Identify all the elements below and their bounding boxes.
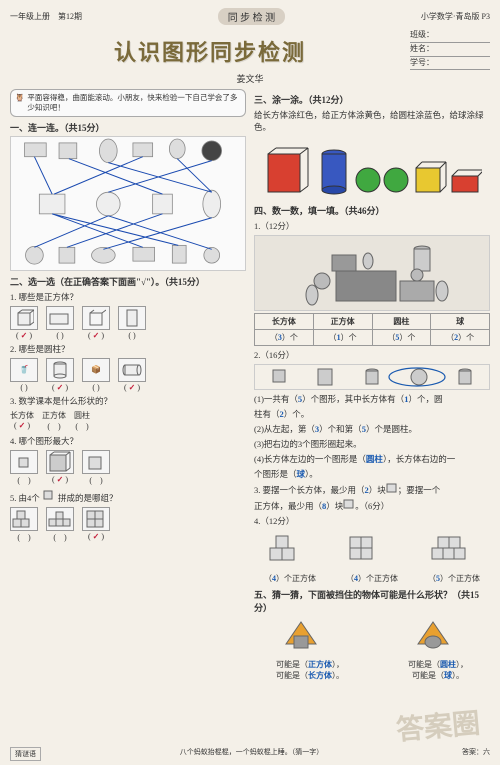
left-column: 🦉 平面容得稳，曲面能滚动。小朋友，快来检验一下自己学会了多少知识吧！ 一、连一…	[10, 89, 246, 681]
riddle-label: 猜谜语	[10, 747, 41, 761]
name-line: 姓名：	[410, 43, 490, 57]
top-left: 一年级上册 第12期	[10, 11, 82, 22]
q5: 5. 由4个 拼成的是哪组？	[10, 489, 246, 504]
color-shapes	[254, 136, 490, 200]
riddle-answer: 答案：六	[462, 747, 490, 761]
p4-title: 4.（12分）	[254, 515, 490, 527]
q2-a2: ✓	[57, 383, 64, 392]
watermark: 答案圈	[394, 701, 481, 748]
q3: 3. 数学课本是什么形状的？	[10, 395, 246, 407]
q4-opts: ( ) ( ✓ ) ( )	[10, 450, 246, 486]
top-right: 小学数学·青岛版 P3	[421, 11, 490, 22]
owl-icon: 🦉	[15, 93, 24, 113]
q1-a3: ✓	[93, 331, 100, 340]
cube-icon	[82, 306, 110, 330]
cylinder-icon	[46, 358, 74, 382]
page-title: 认识图形同步检测	[10, 35, 410, 67]
sec2-title: 二、选一选（在正确答案下面画"√"）。（共15分）	[10, 275, 246, 288]
castle-diagram	[254, 235, 490, 311]
p1-title: 1.（12分）	[254, 220, 490, 232]
cube-l-icon	[46, 450, 74, 474]
q3-o2: 正方体	[42, 411, 66, 420]
p3-l2: 正方体，最少用（8）块。（6分）	[254, 499, 490, 512]
q1-a1: ✓	[21, 331, 28, 340]
tip-box: 🦉 平面容得稳，曲面能滚动。小朋友，快来检验一下自己学会了多少知识吧！	[10, 89, 246, 117]
q5-check: ✓	[93, 532, 100, 541]
cube-icon	[10, 306, 38, 330]
cube-stacks: （4）个正方体 （4）个正方体 （5）个正方体	[254, 530, 490, 584]
student-info: 班级： 姓名： 学号：	[410, 29, 490, 70]
class-line: 班级：	[410, 29, 490, 43]
cup-icon: 🥤	[10, 358, 38, 382]
v2: 1	[337, 333, 341, 342]
sec4-title: 四、数一数，填一填。（共46分）	[254, 204, 490, 217]
v1: 3	[278, 333, 282, 342]
id-line: 学号：	[410, 57, 490, 71]
p2-l2: (2)从左起，第（3）个和第（5）个是圆柱。	[254, 423, 490, 435]
sec1-title: 一、连一连。（共15分）	[10, 121, 246, 134]
q4: 4. 哪个图形最大？	[10, 435, 246, 447]
cylinder-icon	[118, 358, 146, 382]
cuboid-icon	[46, 306, 74, 330]
right-column: 三、涂一涂。（共12分） 给长方体涂红色，给正方体涂黄色，给圆柱涂蓝色，给球涂绿…	[254, 89, 490, 681]
p3-l1: 3. 要摆一个长方体，最少用（2）块；要摆一个	[254, 483, 490, 496]
guess-a: 可能是（正方体）， 可能是（长方体）。	[276, 616, 344, 681]
q2-a4: ✓	[129, 383, 136, 392]
q3-o1: 长方体	[10, 411, 34, 420]
v4: 2	[454, 333, 458, 342]
q4-check: ✓	[57, 475, 64, 484]
p2-l1b: 柱有（2）个。	[254, 408, 490, 420]
q1-opts: ( ✓ ) ( ) ( ✓ ) ( )	[10, 306, 246, 340]
q3-check: ✓	[19, 421, 26, 430]
cube-s-icon	[10, 450, 38, 474]
riddle-text: 八个蚂蚁抬棍棍，一个蚂蚁棍上睡。（猜一字）	[180, 747, 324, 761]
cuboid-icon	[118, 306, 146, 330]
q1: 1. 哪些是正方体？	[10, 291, 246, 303]
q3-o3: 圆柱	[74, 411, 90, 420]
footer: 猜谜语 八个蚂蚁抬棍棍，一个蚂蚁棍上睡。（猜一字） 答案：六	[0, 747, 500, 761]
v3: 5	[395, 333, 399, 342]
sec5-title: 五、猜一猜，下面被挡住的物体可能是什么形状？（共15分）	[254, 588, 490, 614]
tip-text: 平面容得稳，曲面能滚动。小朋友，快来检验一下自己学会了多少知识吧！	[27, 93, 241, 113]
guess-b: 可能是（圆柱）， 可能是（球）。	[408, 616, 468, 681]
p2-l1: (1)一共有（5）个图形，其中长方体有（1）个，圆	[254, 393, 490, 405]
p2-l4: (4)长方体左边的一个图形是（圆柱），长方体右边的一	[254, 453, 490, 465]
q2: 2. 哪些是圆柱？	[10, 343, 246, 355]
sec5-row: 可能是（正方体）， 可能是（长方体）。 可能是（圆柱）， 可能是（球）。	[254, 616, 490, 681]
p2-shapes	[254, 364, 490, 390]
count-table: 长方体正方体圆柱球 （3）个 （1）个 （5）个 （2）个	[254, 313, 490, 346]
q2-opts: 🥤( ) ( ✓ ) 📦( ) ( ✓ )	[10, 358, 246, 392]
p2-title: 2.（16分）	[254, 349, 490, 361]
p2-l3: (3)把右边的3个图形圈起来。	[254, 438, 490, 450]
author: 姜文华	[10, 72, 490, 85]
p2-l4b: 个图形是（球）。	[254, 468, 490, 480]
cube-m-icon	[82, 450, 110, 474]
top-bar: 一年级上册 第12期 同 步 检 测 小学数学·青岛版 P3	[10, 8, 490, 25]
box-icon: 📦	[82, 358, 110, 382]
stack-icon	[46, 507, 74, 531]
stack-icon	[82, 507, 110, 531]
connect-diagram	[10, 136, 246, 271]
sec3-desc: 给长方体涂红色，给正方体涂黄色，给圆柱涂蓝色，给球涂绿色。	[254, 109, 490, 133]
q3-opts: 长方体( ✓ ) 正方体( ) 圆柱( )	[10, 410, 246, 432]
q5-opts: ( ) ( ) ( ✓ )	[10, 507, 246, 543]
stack-icon	[10, 507, 38, 531]
banner: 同 步 检 测	[218, 8, 286, 25]
sec3-title: 三、涂一涂。（共12分）	[254, 93, 490, 106]
